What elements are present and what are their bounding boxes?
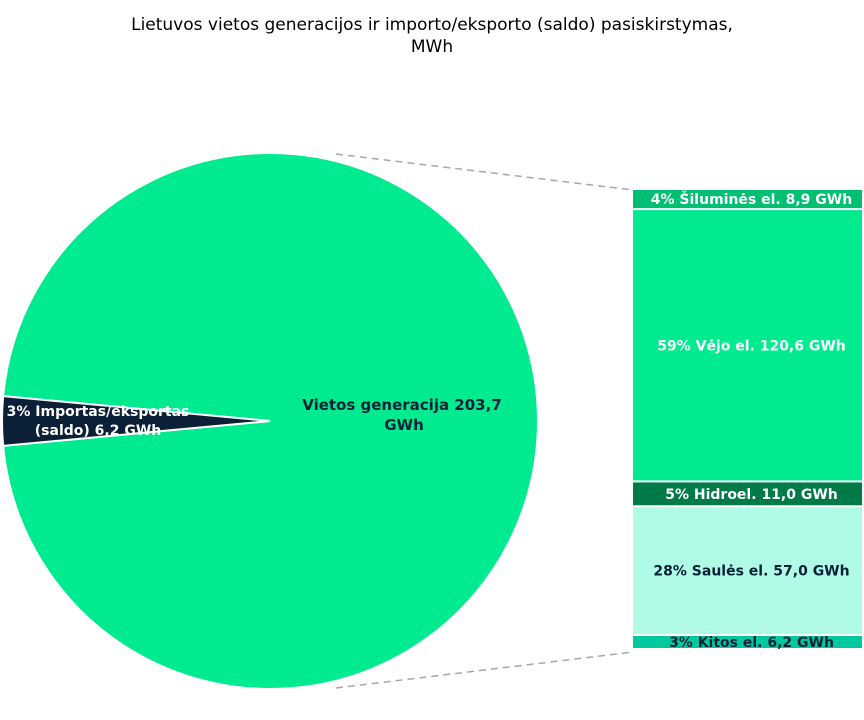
bar-segment-silumines-el <box>633 190 862 209</box>
data-labels: 4% Šiluminės el. 8,9 GWh 59% Vėjo el. 120… <box>7 190 853 651</box>
pie-label-vietos-generacija-line1: Vietos generacija 203,7 <box>302 396 502 414</box>
connector-line-top <box>335 153 634 191</box>
bar-label-saules-el: 28% Saulės el. 57,0 GWh <box>653 564 849 580</box>
bar-label-silumines-el: 4% Šiluminės el. 8,9 GWh <box>651 190 852 208</box>
chart-title: Lietuvos vietos generacijos ir importo/e… <box>131 15 733 57</box>
pie-label-importas-eksportas-saldo-line1: 3% Importas/eksportas <box>7 404 190 420</box>
pie-label-importas-eksportas-saldo-line2: (saldo) 6,2 GWh <box>35 423 161 439</box>
connector-lines <box>335 153 634 689</box>
bar-segment-hidroel <box>633 482 862 506</box>
bar-label-vejo-el: 59% Vėjo el. 120,6 GWh <box>657 338 846 354</box>
pie-label-vietos-generacija-line2: GWh <box>384 416 424 434</box>
bar-segment-kitos-el <box>633 635 862 648</box>
pie-slice-importas-eksportas-saldo <box>1 395 271 447</box>
bar-label-kitos-el: 3% Kitos el. 6,2 GWh <box>669 635 834 651</box>
connector-line-bottom <box>335 651 634 689</box>
pie <box>1 152 539 690</box>
breakdown-bar <box>633 190 862 648</box>
bar-segment-vejo-el <box>633 210 862 481</box>
bar-segment-saules-el <box>633 507 862 634</box>
bar-label-hidroel: 5% Hidroel. 11,0 GWh <box>665 487 838 503</box>
pie-slice-vietos-generacija <box>2 152 539 690</box>
